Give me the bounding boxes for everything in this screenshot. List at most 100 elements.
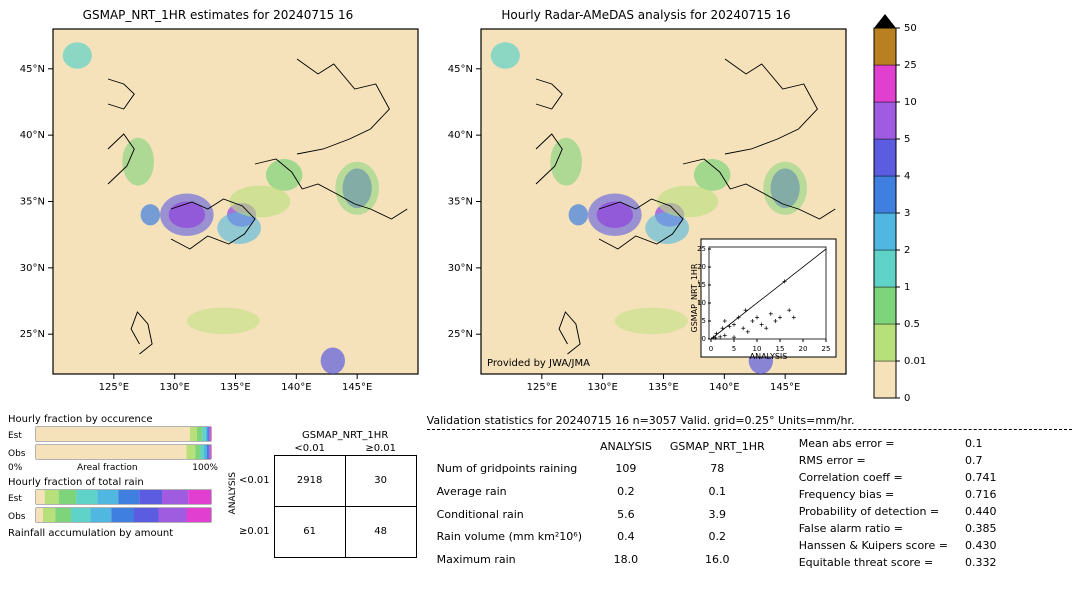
- colorbar-panel: 00.010.512345102550: [864, 8, 944, 408]
- svg-text:Est: Est: [8, 494, 22, 504]
- svg-text:135°E: 135°E: [648, 382, 678, 393]
- right-map-title: Hourly Radar-AMeDAS analysis for 2024071…: [436, 8, 856, 22]
- metric-val: 0.1: [954, 436, 1000, 451]
- validation-header: Validation statistics for 20240715 16 n=…: [427, 414, 1072, 430]
- metric-val: 0.332: [954, 555, 1000, 570]
- svg-text:125°E: 125°E: [527, 382, 557, 393]
- val-row-gs: 78: [662, 458, 773, 479]
- svg-text:0: 0: [904, 393, 910, 404]
- val-row-label: Maximum rain: [429, 549, 590, 570]
- svg-text:140°E: 140°E: [281, 382, 311, 393]
- right-map-svg: 125°E 130°E 135°E 140°E 145°E 25°N 30°N 35°N 40°…: [436, 24, 856, 404]
- svg-text:1: 1: [904, 282, 910, 293]
- val-row-an: 5.6: [592, 504, 660, 525]
- right-map-panel: Hourly Radar-AMeDAS analysis for 2024071…: [436, 8, 856, 408]
- totalrain-label: Hourly fraction of total rain: [8, 477, 218, 488]
- svg-text:35°N: 35°N: [20, 197, 45, 208]
- metric-label: Correlation coeff =: [795, 470, 952, 485]
- val-row-gs: 16.0: [662, 549, 773, 570]
- bottom-row: Hourly fraction by occurence Est Obs 0% A…: [8, 414, 1072, 572]
- validation-table: ANALYSIS GSMAP_NRT_1HR Num of gridpoints…: [427, 434, 775, 572]
- areal-fraction-label: Areal fraction: [77, 463, 138, 473]
- val-row-label: Conditional rain: [429, 504, 590, 525]
- svg-text:25°N: 25°N: [448, 329, 473, 340]
- svg-text:5: 5: [904, 134, 910, 145]
- svg-text:Provided by JWA/JMA: Provided by JWA/JMA: [487, 358, 590, 369]
- metric-label: RMS error =: [795, 453, 952, 468]
- svg-text:30°N: 30°N: [448, 263, 473, 274]
- svg-text:130°E: 130°E: [587, 382, 617, 393]
- val-row-an: 109: [592, 458, 660, 479]
- svg-text:125°E: 125°E: [99, 382, 129, 393]
- svg-text:145°E: 145°E: [342, 382, 372, 393]
- svg-text:45°N: 45°N: [448, 64, 473, 75]
- val-row-gs: 0.2: [662, 526, 773, 547]
- svg-text:0: 0: [709, 345, 713, 353]
- svg-text:3: 3: [904, 208, 910, 219]
- conf-row-1: ≥0.01: [238, 506, 274, 557]
- svg-text:5: 5: [732, 345, 736, 353]
- svg-text:0.01: 0.01: [904, 356, 926, 367]
- val-row-an: 0.2: [592, 481, 660, 502]
- val-row-label: Average rain: [429, 481, 590, 502]
- svg-text:135°E: 135°E: [220, 382, 250, 393]
- val-col-gs: GSMAP_NRT_1HR: [662, 436, 773, 456]
- svg-text:Obs: Obs: [8, 449, 26, 459]
- svg-text:25°N: 25°N: [20, 329, 45, 340]
- validation-block: Validation statistics for 20240715 16 n=…: [427, 414, 1072, 572]
- svg-text:10: 10: [904, 97, 917, 108]
- conf-col-header: GSMAP_NRT_1HR: [274, 429, 416, 442]
- svg-text:25: 25: [697, 245, 706, 253]
- totalrain-bars: Est Obs: [8, 488, 218, 526]
- svg-text:2: 2: [904, 245, 910, 256]
- conf-col-1: ≥0.01: [345, 442, 416, 456]
- val-row-label: Rain volume (mm km²10⁶): [429, 526, 590, 547]
- svg-text:140°E: 140°E: [709, 382, 739, 393]
- conf-col-0: <0.01: [274, 442, 345, 456]
- svg-text:145°E: 145°E: [770, 382, 800, 393]
- conf-cell-00: 2918: [274, 455, 345, 506]
- metric-val: 0.430: [954, 538, 1000, 553]
- val-row-an: 0.4: [592, 526, 660, 547]
- svg-text:25: 25: [822, 345, 831, 353]
- conf-row-header: ANALYSIS: [228, 472, 238, 514]
- left-map-panel: GSMAP_NRT_1HR estimates for 20240715 16 …: [8, 8, 428, 408]
- conf-cell-10: 61: [274, 506, 345, 557]
- svg-text:130°E: 130°E: [159, 382, 189, 393]
- metric-label: False alarm ratio =: [795, 521, 952, 536]
- val-col-an: ANALYSIS: [592, 436, 660, 456]
- svg-text:45°N: 45°N: [20, 64, 45, 75]
- left-map-title: GSMAP_NRT_1HR estimates for 20240715 16: [8, 8, 428, 22]
- top-row: GSMAP_NRT_1HR estimates for 20240715 16 …: [8, 8, 1072, 408]
- occurrence-label: Hourly fraction by occurence: [8, 414, 218, 425]
- pct-100: 100%: [192, 463, 218, 473]
- conf-row-0: <0.01: [238, 455, 274, 506]
- svg-text:50: 50: [904, 23, 917, 34]
- occurrence-bars: EstObs: [8, 425, 218, 463]
- confusion-matrix: ANALYSIS GSMAP_NRT_1HR <0.01 ≥0.01 <0.01…: [228, 414, 417, 572]
- svg-text:25: 25: [904, 60, 917, 71]
- colorbar-svg: 00.010.512345102550: [864, 8, 944, 408]
- metric-label: Frequency bias =: [795, 487, 952, 502]
- svg-text:40°N: 40°N: [20, 130, 45, 141]
- svg-text:5: 5: [702, 317, 706, 325]
- metric-label: Mean abs error =: [795, 436, 952, 451]
- conf-cell-01: 30: [345, 455, 416, 506]
- pct-0: 0%: [8, 463, 22, 473]
- metric-val: 0.385: [954, 521, 1000, 536]
- metric-label: Probability of detection =: [795, 504, 952, 519]
- val-row-an: 18.0: [592, 549, 660, 570]
- svg-text:35°N: 35°N: [448, 197, 473, 208]
- val-row-label: Num of gridpoints raining: [429, 458, 590, 479]
- svg-text:4: 4: [904, 171, 910, 182]
- metric-val: 0.716: [954, 487, 1000, 502]
- svg-text:30°N: 30°N: [20, 263, 45, 274]
- metrics-table: Mean abs error = 0.1RMS error = 0.7Corre…: [793, 434, 1003, 572]
- mini-bars-block: Hourly fraction by occurence Est Obs 0% A…: [8, 414, 218, 572]
- svg-text:20: 20: [799, 345, 808, 353]
- accum-label: Rainfall accumulation by amount: [8, 528, 218, 539]
- left-map-svg: 125°E 130°E 135°E 140°E 145°E 25°N 30°N 35°N 40°…: [8, 24, 428, 404]
- metric-label: Hanssen & Kuipers score =: [795, 538, 952, 553]
- svg-text:40°N: 40°N: [448, 130, 473, 141]
- svg-text:Obs: Obs: [8, 512, 26, 522]
